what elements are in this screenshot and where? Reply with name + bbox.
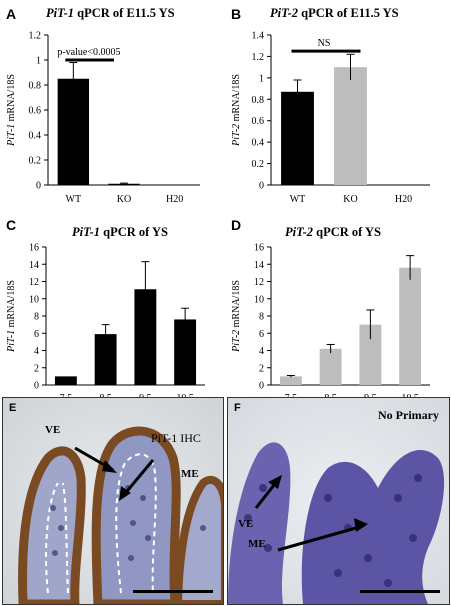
scale-bar-e — [133, 590, 213, 593]
scale-bar-f — [360, 590, 440, 593]
panel-c: C PiT-1 qPCR of YS 0 2 4 6 8 10 12 14 16 PiT-1 mR… — [0, 215, 225, 404]
y-tick-label-b: 0.8 — [252, 95, 265, 106]
panel-letter-b: B — [231, 6, 242, 22]
y-tick-label-a: 1.2 — [29, 31, 42, 42]
y-tick-label-b: 0 — [259, 181, 264, 192]
micrograph-e-image — [3, 398, 223, 604]
x-tick-label-b-1: KO — [343, 194, 357, 205]
chart-title-gene-d: PiT-2 — [285, 225, 314, 239]
label-me-f: ME — [248, 538, 266, 550]
chart-title-rest-a: qPCR of E11.5 YS — [74, 6, 175, 20]
label-stain-e: PiT-1 IHC — [151, 431, 201, 445]
y-tick-label-c: 4 — [34, 346, 39, 357]
bar-b-1 — [334, 67, 367, 185]
bar-b-0 — [281, 91, 314, 185]
label-me-e: ME — [181, 468, 199, 480]
panel-letter-c: C — [6, 217, 17, 233]
panel-letter-d: D — [231, 217, 242, 233]
bar-a-0 — [57, 78, 90, 185]
y-tick-label-a: 0.4 — [29, 131, 42, 142]
y-axis-label-d: PiT-2 mRNA/18S — [231, 280, 242, 353]
x-tick-label-a-1: KO — [117, 194, 131, 205]
y-tick-label-a: 0.2 — [29, 156, 42, 167]
micrograph-e: E VE PiT-1 IHC ME — [2, 397, 224, 605]
y-tick-label-b: 1.4 — [252, 31, 265, 42]
y-tick-label-d: 8 — [259, 312, 264, 323]
y-tick-label-d: 14 — [254, 260, 264, 271]
x-tick-label-a-0: WT — [66, 194, 82, 205]
significance-label-a: p-value<0.0005 — [57, 47, 120, 58]
y-tick-label-b: 0.6 — [252, 116, 265, 127]
y-tick-label-b: 0.4 — [252, 138, 265, 149]
y-tick-label-c: 8 — [34, 312, 39, 323]
chart-title-b: PiT-2 qPCR of E11.5 YS — [270, 6, 399, 21]
y-axis-label-a: PiT-1 mRNA/18S — [6, 74, 17, 147]
chart-title-a: PiT-1 qPCR of E11.5 YS — [46, 6, 175, 21]
chart-a: 0 0.2 0.4 0.6 0.8 1 1.2 PiT-1 mRNA/18S WT KO H20 p-… — [6, 31, 200, 205]
bar-d-1 — [319, 348, 342, 385]
y-tick-label-d: 10 — [254, 294, 264, 305]
y-tick-label-a: 0.6 — [29, 106, 42, 117]
label-stain-f: No Primary — [378, 408, 439, 422]
y-tick-label-d: 0 — [259, 381, 264, 392]
bar-d-0 — [279, 376, 302, 385]
panel-a: A PiT-1 qPCR of E11.5 YS 0 0.2 0.4 0.6 0.8 1 1… — [0, 0, 225, 215]
chart-title-gene-a: PiT-1 — [46, 6, 75, 20]
panel-d: D PiT-2 qPCR of YS 0 2 4 6 8 10 12 14 16 PiT-2 mR… — [225, 215, 451, 404]
bar-d-3 — [399, 267, 422, 385]
chart-title-d: PiT-2 qPCR of YS — [285, 225, 381, 240]
y-tick-label-a: 0 — [36, 181, 41, 192]
chart-title-c: PiT-1 qPCR of YS — [72, 225, 168, 240]
label-ve-e: VE — [45, 424, 61, 436]
y-tick-label-a: 1 — [36, 56, 41, 67]
y-tick-label-a: 0.8 — [29, 81, 42, 92]
y-tick-label-d: 2 — [259, 363, 264, 374]
panel-letter-e: E — [9, 402, 17, 414]
y-tick-label-c: 0 — [34, 381, 39, 392]
y-axis-label-b: PiT-2 mRNA/18S — [231, 74, 242, 147]
y-axis-label-c: PiT-1 mRNA/18S — [6, 280, 17, 353]
micrograph-f-image — [228, 398, 449, 604]
x-tick-label-b-0: WT — [290, 194, 306, 205]
label-ve-f: VE — [238, 518, 254, 530]
bar-c-3 — [174, 319, 197, 385]
x-tick-label-b-2: H20 — [395, 194, 412, 205]
bar-c-2 — [134, 289, 157, 385]
chart-title-gene-b: PiT-2 — [270, 6, 299, 20]
y-tick-label-c: 6 — [34, 329, 39, 340]
panel-letter-a: A — [6, 6, 17, 22]
panel-letter-f: F — [234, 402, 241, 414]
y-tick-label-c: 2 — [34, 363, 39, 374]
micrograph-f: F No Primary VE ME — [227, 397, 450, 605]
bar-d-2 — [359, 324, 382, 385]
y-tick-label-b: 1 — [259, 73, 264, 84]
chart-title-rest-b: qPCR of E11.5 YS — [298, 6, 399, 20]
bar-c-0 — [54, 376, 77, 385]
chart-title-rest-d: qPCR of YS — [313, 225, 381, 239]
y-tick-label-b: 0.2 — [252, 159, 265, 170]
y-tick-label-c: 12 — [29, 277, 39, 288]
y-tick-label-d: 4 — [259, 346, 264, 357]
y-tick-label-c: 10 — [29, 294, 39, 305]
panel-b: B PiT-2 qPCR of E11.5 YS 0 0.2 0.4 0.6 0.8 1 1… — [225, 0, 451, 215]
bar-c-1 — [94, 334, 117, 385]
x-tick-label-a-2: H20 — [166, 194, 183, 205]
y-tick-label-c: 16 — [29, 243, 39, 254]
y-tick-label-b: 1.2 — [252, 52, 265, 63]
y-tick-label-c: 14 — [29, 260, 39, 271]
chart-b: 0 0.2 0.4 0.6 0.8 1 1.2 1.4 PiT-2 mRNA/18S WT KO H2… — [231, 31, 430, 205]
chart-title-rest-c: qPCR of YS — [100, 225, 168, 239]
significance-label-b: NS — [318, 38, 331, 49]
y-tick-label-d: 16 — [254, 243, 264, 254]
y-tick-label-d: 12 — [254, 277, 264, 288]
y-tick-label-d: 6 — [259, 329, 264, 340]
chart-title-gene-c: PiT-1 — [72, 225, 101, 239]
